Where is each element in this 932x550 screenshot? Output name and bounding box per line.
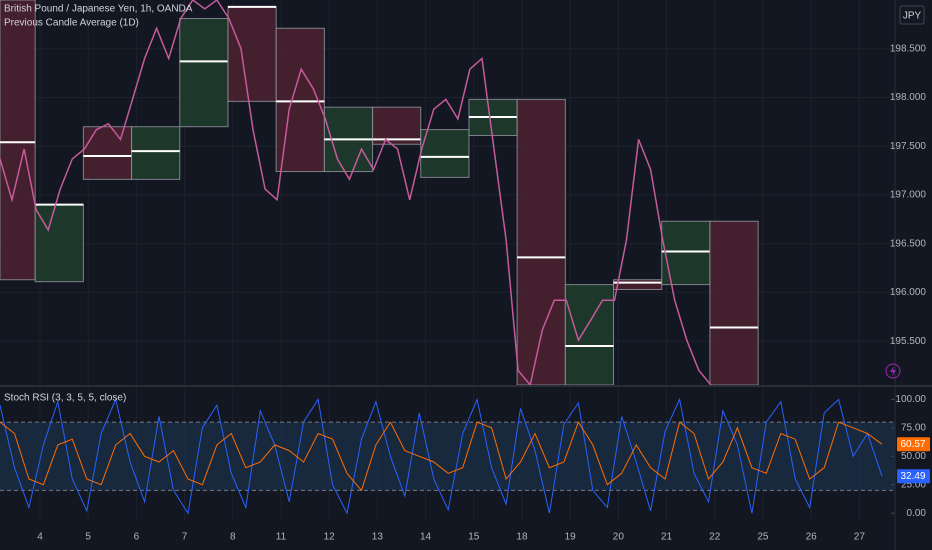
x-tick-label: 11	[276, 532, 287, 543]
candle-box	[131, 126, 181, 180]
last-value-tag	[897, 469, 930, 484]
x-tick-label: 5	[85, 532, 91, 543]
y-tick-label: 197.500	[890, 141, 927, 152]
y-tick-label: 25.00	[901, 479, 926, 490]
x-tick-label: 26	[806, 532, 818, 543]
series-line	[0, 397, 883, 515]
x-tick-label: 21	[661, 532, 673, 543]
series-line	[0, 0, 712, 385]
y-tick-label: 198.000	[890, 92, 927, 103]
x-tick-label: 13	[372, 532, 384, 543]
x-tick-label: 22	[709, 532, 721, 543]
x-tick-label: 18	[516, 532, 528, 543]
y-tick-label: 196.500	[890, 238, 927, 249]
currency: JPY	[903, 11, 922, 22]
indicator-title: Previous Candle Average (1D)	[4, 18, 139, 29]
x-tick-label: 14	[420, 532, 432, 543]
main-pane	[0, 0, 895, 385]
candle-box	[227, 6, 277, 102]
alert-icon[interactable]	[885, 363, 901, 379]
x-tick-label: 6	[134, 532, 140, 543]
y-tick-label: 0.00	[907, 508, 927, 519]
y-tick-label: 50.00	[901, 451, 926, 462]
last-value-label: 32.49	[900, 471, 925, 482]
band	[0, 422, 895, 491]
x-tick-label: 12	[324, 532, 336, 543]
candle-box	[0, 0, 36, 281]
y-tick-label: 198.500	[890, 43, 927, 54]
candle-box	[82, 126, 133, 180]
candle-box	[516, 98, 566, 385]
series-line	[0, 420, 883, 492]
stoch-pane	[0, 388, 895, 520]
symbol-title: British Pound / Japanese Yen, 1h, OANDA	[4, 4, 193, 15]
alert-bolt	[890, 366, 896, 376]
x-tick-label: 15	[468, 532, 480, 543]
x-tick-label: 8	[230, 532, 236, 543]
candle-box	[372, 106, 422, 145]
currency-box[interactable]	[899, 5, 925, 25]
x-tick-label: 4	[37, 532, 43, 543]
candle-box	[179, 18, 229, 128]
y-tick-label: 100.00	[895, 394, 926, 405]
x-tick-label: 20	[613, 532, 625, 543]
x-tick-label: 19	[565, 532, 577, 543]
y-tick-label: 197.000	[890, 190, 927, 201]
last-value-label: 60.57	[900, 439, 925, 450]
x-tick-label: 27	[854, 532, 866, 543]
x-tick-label: 7	[182, 532, 188, 543]
candle-box	[709, 220, 759, 385]
candle-box	[34, 204, 84, 283]
candle-box	[613, 279, 663, 290]
candle-box	[564, 284, 615, 385]
stoch-title: Stoch RSI (3, 3, 5, 5, close)	[4, 393, 126, 404]
x-tick-label: 25	[757, 532, 769, 543]
last-value-tag	[897, 437, 930, 452]
y-tick-label: 75.00	[901, 422, 926, 433]
y-tick-label: 196.000	[890, 287, 927, 298]
y-tick-label: 195.500	[890, 336, 927, 347]
candle-box	[420, 129, 470, 178]
